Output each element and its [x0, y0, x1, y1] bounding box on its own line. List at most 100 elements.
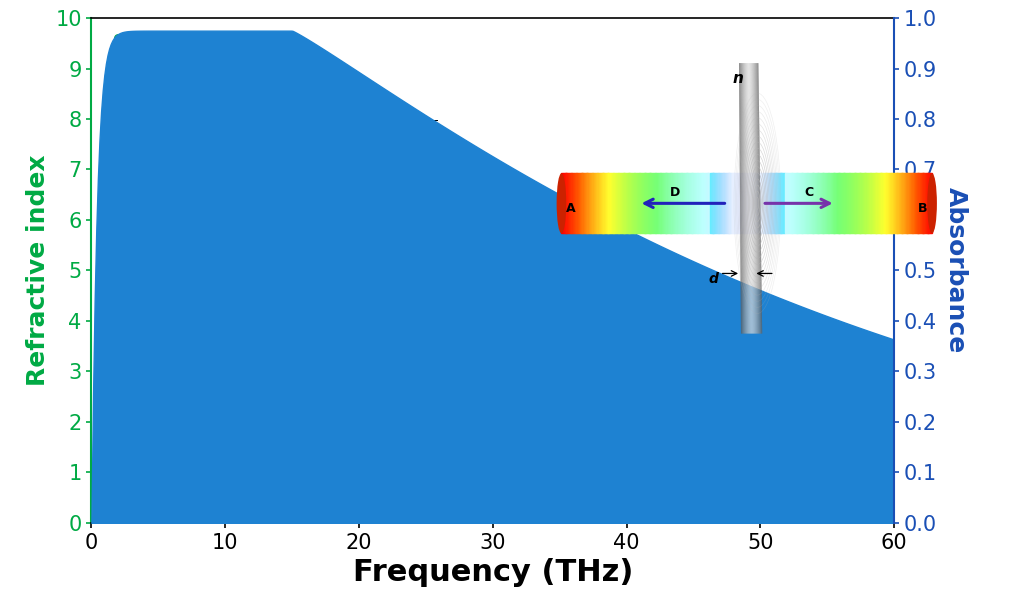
Bar [800, 173, 802, 233]
Polygon shape [751, 63, 755, 334]
Bar [901, 173, 903, 233]
Bar [797, 173, 798, 233]
Bar [594, 173, 596, 233]
Bar [752, 173, 753, 233]
Bar [782, 173, 784, 233]
Point [591, 498, 608, 508]
Text: k: k [573, 464, 588, 484]
Bar [825, 173, 826, 233]
Bar [868, 173, 870, 233]
Point [391, 391, 407, 401]
Point [860, 514, 876, 524]
Bar [735, 173, 736, 233]
Bar [591, 173, 592, 233]
Bar [697, 173, 699, 233]
Point [244, 370, 260, 379]
Point [431, 472, 447, 482]
Bar [612, 173, 614, 233]
Bar [790, 173, 791, 233]
Bar [850, 173, 852, 233]
Point [284, 350, 301, 359]
Point [498, 486, 514, 495]
Point [298, 418, 314, 427]
Bar [781, 173, 783, 233]
Bar [774, 173, 775, 233]
Bar [900, 173, 901, 233]
Polygon shape [740, 63, 742, 334]
Point [110, 34, 126, 43]
Bar [918, 173, 920, 233]
Bar [717, 173, 718, 233]
Bar [639, 173, 641, 233]
Bar [685, 173, 687, 233]
Bar [764, 173, 766, 233]
Point [806, 382, 822, 391]
Bar [703, 173, 705, 233]
Bar [911, 173, 912, 233]
Point [752, 387, 768, 397]
Bar [895, 173, 897, 233]
Bar [925, 173, 927, 233]
Point [886, 374, 902, 384]
Bar [885, 173, 887, 233]
Bar [914, 173, 916, 233]
Text: n: n [680, 376, 696, 395]
Bar [891, 173, 893, 233]
Bar [661, 173, 663, 233]
Bar [854, 173, 855, 233]
Point [739, 389, 755, 398]
Bar [808, 173, 809, 233]
Bar [640, 173, 642, 233]
Bar [634, 173, 636, 233]
Polygon shape [751, 63, 755, 334]
Bar [745, 173, 746, 233]
Polygon shape [749, 63, 752, 334]
Polygon shape [750, 63, 753, 334]
Bar [686, 173, 688, 233]
Text: n: n [733, 71, 743, 86]
Bar [729, 173, 732, 233]
Bar [890, 173, 892, 233]
Point [860, 377, 876, 387]
Bar [585, 173, 586, 233]
Bar [650, 173, 652, 233]
Bar [647, 173, 648, 233]
Point [351, 447, 367, 456]
Bar [786, 173, 788, 233]
Polygon shape [753, 63, 757, 334]
Polygon shape [753, 63, 757, 334]
Bar [840, 173, 842, 233]
Bar [653, 173, 654, 233]
Bar [712, 173, 714, 233]
Bar [787, 173, 789, 233]
Point [257, 384, 273, 394]
Bar [836, 173, 837, 233]
Point [150, 185, 167, 195]
Point [552, 405, 568, 415]
Point [231, 353, 247, 362]
Bar [803, 173, 804, 233]
Bar [711, 173, 712, 233]
Polygon shape [743, 63, 745, 334]
Bar [753, 173, 755, 233]
Bar [678, 173, 679, 233]
Bar [622, 173, 624, 233]
Bar [575, 173, 577, 233]
Bar [821, 173, 823, 233]
Point [378, 388, 394, 398]
Point [164, 220, 180, 230]
Bar [889, 173, 890, 233]
Point [391, 461, 407, 471]
Bar [593, 173, 595, 233]
Bar [769, 173, 770, 233]
Bar [732, 173, 734, 233]
Bar [923, 173, 924, 233]
Polygon shape [752, 63, 755, 334]
Bar [583, 173, 585, 233]
Bar [861, 173, 862, 233]
Bar [930, 173, 932, 233]
Point [471, 481, 488, 491]
Bar [924, 173, 925, 233]
Bar [619, 173, 620, 233]
Bar [688, 173, 689, 233]
